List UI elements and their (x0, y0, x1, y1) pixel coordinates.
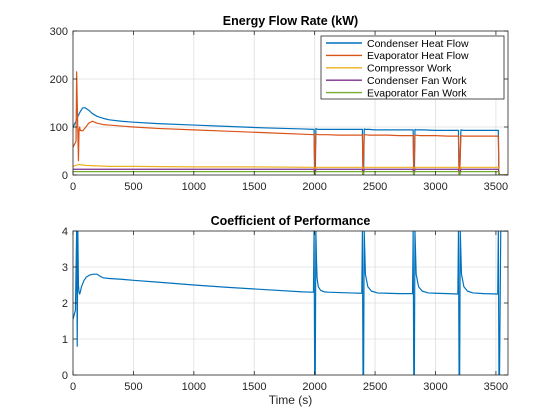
energy-flow-x-tick-label: 2500 (363, 181, 387, 193)
cop-lines (73, 231, 508, 375)
cop-y-tick-label: 4 (62, 226, 68, 238)
energy-flow-lines (73, 71, 508, 175)
energy-flow-x-tick-label: 0 (70, 181, 76, 193)
legend-label-evaporator-fan-work: Evaporator Fan Work (367, 87, 467, 99)
energy-flow-x-ticks: 0 500 1000 1500 2000 2500 3000 3500 (70, 31, 508, 193)
cop-y-tick-label: 2 (62, 298, 68, 310)
energy-flow-x-tick-label: 3000 (423, 181, 447, 193)
cop-line (73, 231, 508, 375)
condenser-heat-flow-line (73, 107, 508, 175)
cop-axes: 0 500 1000 1500 2000 2500 3000 3500 0 1 2 3 4 Coeff… (62, 214, 509, 407)
cop-y-ticks: 0 1 2 3 4 (62, 226, 508, 382)
cop-x-tick-label: 1000 (182, 381, 206, 393)
cop-y-tick-label: 1 (62, 334, 68, 346)
cop-x-tick-label: 2000 (302, 381, 326, 393)
legend-label-condenser-heat-flow: Condenser Heat Flow (367, 38, 469, 50)
cop-x-axis-label: Time (s) (269, 393, 313, 407)
energy-flow-x-tick-label: 500 (124, 181, 142, 193)
energy-flow-title: Energy Flow Rate (kW) (223, 14, 358, 28)
cop-y-tick-label: 3 (62, 262, 68, 274)
cop-title: Coefficient of Performance (211, 214, 371, 228)
cop-x-tick-label: 1500 (242, 381, 266, 393)
legend-label-compressor-work: Compressor Work (367, 63, 452, 75)
energy-flow-x-tick-label: 3500 (484, 181, 508, 193)
energy-flow-axes-box (72, 30, 509, 176)
cop-y-tick-label: 0 (62, 370, 68, 382)
legend-label-condenser-fan-work: Condenser Fan Work (367, 75, 467, 87)
energy-flow-y-tick-label: 0 (62, 170, 68, 182)
cop-x-tick-label: 500 (124, 381, 142, 393)
energy-flow-y-tick-label: 100 (50, 122, 68, 134)
cop-x-tick-label: 3500 (484, 381, 508, 393)
energy-flow-axes: 0 500 1000 1500 2000 2500 3000 3500 0100200300 … (50, 14, 509, 193)
energy-flow-x-tick-label: 1000 (182, 181, 206, 193)
cop-x-tick-label: 0 (70, 381, 76, 393)
legend-label-evaporator-heat-flow: Evaporator Heat Flow (367, 50, 469, 62)
energy-flow-y-tick-label: 300 (50, 26, 68, 38)
energy-flow-y-tick-label: 200 (50, 74, 68, 86)
energy-flow-x-tick-label: 1500 (242, 181, 266, 193)
cop-x-ticks: 0 500 1000 1500 2000 2500 3000 3500 (70, 231, 508, 393)
evaporator-heat-flow-line (73, 71, 508, 175)
cop-x-tick-label: 2500 (363, 381, 387, 393)
cop-x-tick-label: 3000 (423, 381, 447, 393)
energy-flow-x-tick-label: 2000 (302, 181, 326, 193)
energy-flow-y-ticks: 0 100 200 300 (50, 26, 508, 182)
evaporator-fan-work-line (73, 171, 508, 175)
